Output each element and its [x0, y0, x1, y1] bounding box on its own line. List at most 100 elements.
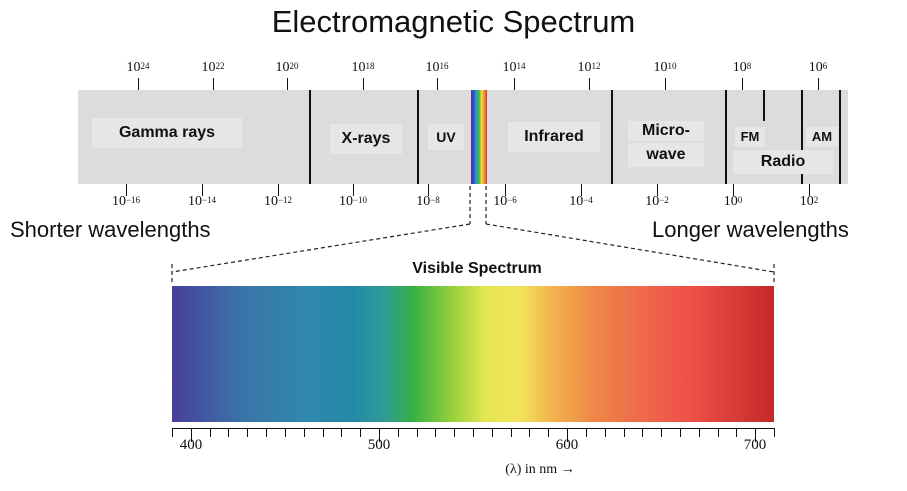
frequency-tick-exponent: 16: [439, 61, 449, 71]
frequency-tick-base: 10: [502, 60, 517, 75]
shorter-wavelengths-label: Shorter wavelengths: [10, 217, 211, 242]
wavelength-tick-label: 10−8: [398, 194, 458, 210]
wavelength-tick-base: 10: [187, 194, 202, 209]
nm-tick-label: 600: [555, 437, 579, 453]
wavelength-tick-label: 10−14: [172, 194, 232, 210]
nm-minor-tick: [718, 428, 719, 437]
wavelength-tick-exponent: −4: [583, 195, 593, 205]
wavelength-tick-base: 10: [493, 194, 508, 209]
frequency-tick-base: 10: [577, 60, 592, 75]
wavelength-tick-exponent: −2: [659, 195, 669, 205]
infrared-label: Infrared: [508, 122, 600, 152]
nm-minor-tick: [454, 428, 455, 437]
nm-minor-tick: [435, 428, 436, 437]
nm-minor-tick: [473, 428, 474, 437]
wavelength-tick-label: 10−2: [627, 194, 687, 210]
connector-left-diagonal: [171, 223, 471, 273]
frequency-tick-label: 1014: [484, 60, 544, 76]
wavelength-tick-base: 10: [723, 194, 738, 209]
divider-fm-am: [801, 90, 803, 184]
frequency-tick-exponent: 24: [140, 61, 150, 71]
wavelength-tick-label: 10−12: [248, 194, 308, 210]
wavelength-tick-exponent: −14: [201, 195, 217, 205]
fm-label: FM: [735, 127, 765, 147]
microwave-label-line1: Micro-: [628, 121, 704, 141]
frequency-tick-label: 1010: [635, 60, 695, 76]
frequency-tick-label: 1022: [183, 60, 243, 76]
wavelength-tick-label: 102: [779, 194, 839, 210]
am-label: AM: [806, 127, 838, 147]
frequency-tick-label: 106: [788, 60, 848, 76]
divider-xray-uv: [417, 90, 419, 184]
frequency-tick-label: 1016: [407, 60, 467, 76]
divider-microwave-radio: [725, 90, 727, 184]
nm-minor-tick: [341, 428, 342, 437]
wavelength-tick: [505, 184, 506, 196]
wavelength-tick-base: 10: [338, 194, 353, 209]
wavelength-tick-label: 10−4: [551, 194, 611, 210]
nm-minor-tick: [548, 428, 549, 437]
frequency-tick-exponent: 22: [215, 61, 225, 71]
wavelength-tick-exponent: −10: [352, 195, 368, 205]
frequency-tick-exponent: 10: [667, 61, 677, 71]
wavelength-tick-base: 10: [111, 194, 126, 209]
frequency-tick-base: 10: [425, 60, 440, 75]
nm-tick-label: 700: [743, 437, 767, 453]
visible-spectrum-title: Visible Spectrum: [412, 260, 542, 277]
frequency-tick-label: 108: [712, 60, 772, 76]
nm-minor-tick: [529, 428, 530, 437]
frequency-tick: [514, 78, 515, 90]
nm-minor-tick: [172, 428, 173, 437]
frequency-tick: [138, 78, 139, 90]
frequency-tick-label: 1024: [108, 60, 168, 76]
nm-tick-label: 500: [367, 437, 391, 453]
frequency-tick-base: 10: [732, 60, 747, 75]
nm-minor-tick: [398, 428, 399, 437]
nm-minor-tick: [285, 428, 286, 437]
divider-fm-top: [763, 90, 765, 121]
wavelength-tick: [428, 184, 429, 196]
nm-tick-label: 400: [179, 437, 203, 453]
wavelength-tick-exponent: −8: [430, 195, 440, 205]
frequency-tick-exponent: 6: [822, 61, 828, 71]
nm-minor-tick: [228, 428, 229, 437]
nm-minor-tick: [417, 428, 418, 437]
nm-minor-tick: [736, 428, 737, 437]
nm-minor-tick: [624, 428, 625, 437]
nm-major-tick: [567, 428, 568, 442]
divider-gamma-xray: [309, 90, 311, 184]
wavelength-tick: [278, 184, 279, 196]
frequency-tick-label: 1012: [559, 60, 619, 76]
nm-minor-tick: [680, 428, 681, 437]
wavelength-tick-label: 10−16: [96, 194, 156, 210]
divider-am-end: [839, 90, 841, 184]
frequency-tick: [818, 78, 819, 90]
wavelength-tick-base: 10: [645, 194, 660, 209]
wavelength-tick-base: 10: [416, 194, 431, 209]
frequency-tick-exponent: 14: [516, 61, 526, 71]
wavelength-tick-base: 10: [569, 194, 584, 209]
microwave-label-line2: wave: [628, 143, 704, 167]
nm-minor-tick: [605, 428, 606, 437]
frequency-tick-base: 10: [808, 60, 823, 75]
nm-minor-tick: [210, 428, 211, 437]
wavelength-tick: [353, 184, 354, 196]
frequency-tick: [287, 78, 288, 90]
visible-spectrum-gradient: [172, 286, 774, 422]
wavelength-tick-exponent: −12: [277, 195, 293, 205]
page-title: Electromagnetic Spectrum: [271, 4, 636, 39]
wavelength-tick: [202, 184, 203, 196]
frequency-tick-exponent: 12: [591, 61, 601, 71]
frequency-tick-base: 10: [126, 60, 141, 75]
frequency-tick: [213, 78, 214, 90]
divider-infrared-microwave: [611, 90, 613, 184]
frequency-tick: [665, 78, 666, 90]
frequency-tick-exponent: 8: [746, 61, 752, 71]
nm-major-tick: [191, 428, 192, 442]
wavelength-tick-base: 10: [799, 194, 814, 209]
nm-minor-tick: [699, 428, 700, 437]
frequency-tick: [437, 78, 438, 90]
gamma-rays-label: Gamma rays: [92, 118, 242, 148]
nm-minor-tick: [266, 428, 267, 437]
frequency-tick-exponent: 20: [289, 61, 299, 71]
